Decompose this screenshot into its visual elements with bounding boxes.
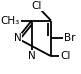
- Text: Cl: Cl: [32, 1, 42, 11]
- Text: Cl: Cl: [60, 51, 70, 61]
- Text: N: N: [14, 33, 21, 43]
- Text: Br: Br: [64, 33, 75, 43]
- Text: N: N: [28, 51, 36, 61]
- Text: CH₃: CH₃: [1, 16, 20, 26]
